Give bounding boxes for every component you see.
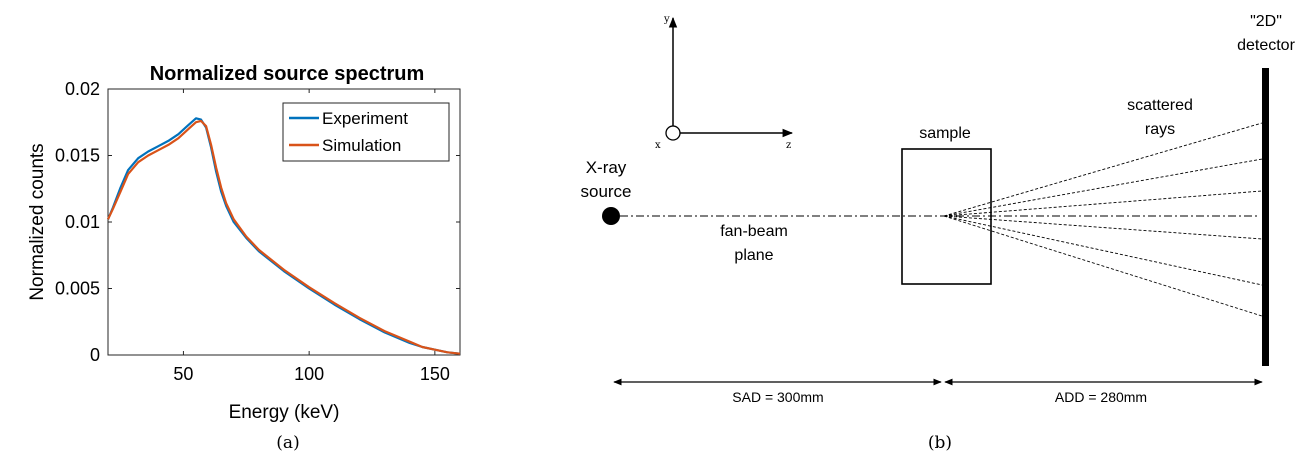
- sample-box: [901, 148, 992, 285]
- source-label-line1: X-ray: [586, 158, 627, 177]
- series-lines: [106, 117, 461, 355]
- detector-label-line1: "2D": [1250, 13, 1282, 30]
- axis-label-x: x: [655, 140, 661, 151]
- axis-label-z: z: [786, 140, 791, 151]
- y-axis-label: Normalized counts: [27, 143, 48, 300]
- scattered-ray: [943, 190, 1263, 217]
- legend-label-experiment: Experiment: [322, 109, 408, 128]
- geometry-diagram: y x z X-ray source fan-beam plane sample…: [580, 13, 1295, 453]
- source-label-line2: source: [580, 182, 631, 201]
- fan-beam-label-line2: plane: [734, 247, 773, 264]
- legend-box: [282, 102, 450, 162]
- x-axis-label: Energy (keV): [229, 402, 340, 423]
- scattered-rays: [943, 122, 1263, 317]
- rays-label-line2: rays: [1145, 121, 1175, 138]
- y-tick-label: 0.02: [65, 79, 100, 99]
- axis-label-y: y: [663, 14, 670, 25]
- scattered-ray: [943, 158, 1263, 217]
- chart-title: Normalized source spectrum: [150, 63, 425, 85]
- x-tick-label: 100: [294, 364, 324, 384]
- scattered-ray: [943, 215, 1263, 317]
- y-tick-label: 0.015: [55, 146, 100, 166]
- y-tick-label: 0.01: [65, 212, 100, 232]
- spectrum-chart: Normalized source spectrum 0 0.005 0.01 0.0…: [27, 63, 461, 453]
- scattered-ray: [943, 215, 1263, 286]
- x-axis-out-of-plane-icon: [665, 125, 681, 141]
- rays-label-line1: scattered: [1127, 97, 1193, 114]
- scattered-ray: [943, 215, 1263, 240]
- detector-label-line2: detector: [1237, 37, 1295, 54]
- caption-a: (a): [276, 433, 299, 453]
- chart-legend: Experiment Simulation: [282, 102, 450, 162]
- series-line-simulation: [107, 119, 461, 355]
- xray-source-icon: [602, 207, 620, 225]
- sad-label: SAD = 300mm: [732, 389, 823, 405]
- fan-beam-label-line1: fan-beam: [720, 223, 788, 240]
- add-label: ADD = 280mm: [1055, 389, 1147, 405]
- sample-label: sample: [919, 125, 971, 142]
- y-axis-ticks: 0 0.005 0.01 0.015 0.02: [55, 79, 460, 365]
- x-tick-label: 50: [173, 364, 193, 384]
- detector-bar: [1262, 68, 1269, 366]
- scattered-ray: [943, 122, 1263, 217]
- y-tick-label: 0: [90, 345, 100, 365]
- y-tick-label: 0.005: [55, 279, 100, 299]
- legend-label-simulation: Simulation: [322, 136, 401, 155]
- x-axis-ticks: 50 100 150: [173, 89, 450, 384]
- x-tick-label: 150: [420, 364, 450, 384]
- caption-b: (b): [928, 433, 952, 453]
